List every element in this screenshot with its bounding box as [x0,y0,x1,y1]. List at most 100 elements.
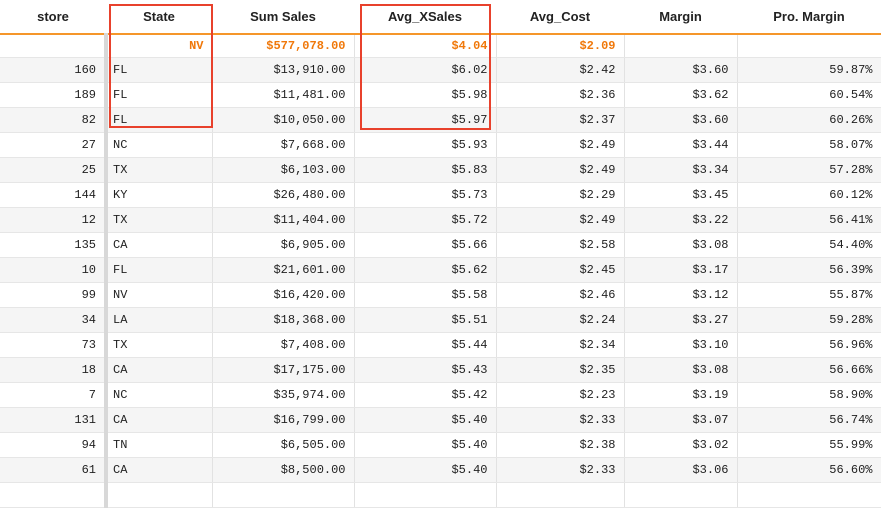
table-row[interactable]: 18 CA $17,175.00 $5.43 $2.35 $3.08 56.66% [0,357,881,383]
cell-store[interactable]: 25 [0,157,107,183]
cell-avg-xsales[interactable]: $5.40 [354,432,497,458]
cell-margin[interactable]: $3.06 [624,457,738,483]
cell-store[interactable]: 135 [0,232,107,258]
cell-store[interactable]: 34 [0,307,107,333]
cell-sum-sales[interactable]: $7,668.00 [212,132,355,158]
cell-store[interactable]: 82 [0,107,107,133]
cell-avg-cost[interactable]: $2.37 [496,107,625,133]
cell-state[interactable]: CA [104,232,213,258]
cell-store[interactable] [0,482,107,508]
column-header-avg-cost[interactable]: Avg_Cost [496,0,624,34]
cell-avg-xsales[interactable]: $5.43 [354,357,497,383]
table-row[interactable]: 99 NV $16,420.00 $5.58 $2.46 $3.12 55.87% [0,282,881,308]
cell-pro-margin[interactable]: 56.60% [737,457,881,483]
cell-avg-cost[interactable]: $2.24 [496,307,625,333]
cell-pro-margin[interactable]: 54.40% [737,232,881,258]
table-row[interactable]: 135 CA $6,905.00 $5.66 $2.58 $3.08 54.40% [0,232,881,258]
cell-state[interactable]: TX [104,207,213,233]
cell-avg-cost[interactable]: $2.45 [496,257,625,283]
cell-avg-cost[interactable]: $2.38 [496,432,625,458]
cell-margin[interactable]: $3.22 [624,207,738,233]
cell-pro-margin[interactable]: 56.66% [737,357,881,383]
cell-state[interactable]: FL [104,257,213,283]
cell-state[interactable]: FL [104,82,213,108]
column-header-sum-sales[interactable]: Sum Sales [212,0,354,34]
cell-store[interactable]: 73 [0,332,107,358]
cell-pro-margin[interactable]: 56.96% [737,332,881,358]
cell-margin[interactable]: $3.45 [624,182,738,208]
cell-margin[interactable]: $3.27 [624,307,738,333]
cell-sum-sales[interactable]: $16,799.00 [212,407,355,433]
table-row[interactable]: 94 TN $6,505.00 $5.40 $2.38 $3.02 55.99% [0,432,881,458]
cell-margin[interactable]: $3.44 [624,132,738,158]
cell-sum-sales[interactable]: $6,505.00 [212,432,355,458]
cell-store[interactable]: 160 [0,57,107,83]
cell-sum-sales[interactable]: $35,974.00 [212,382,355,408]
table-row[interactable]: 82 FL $10,050.00 $5.97 $2.37 $3.60 60.26% [0,107,881,133]
cell-pro-margin[interactable]: 60.54% [737,82,881,108]
column-header-state[interactable]: State [106,0,212,34]
cell-margin[interactable]: $3.19 [624,382,738,408]
cell-sum-sales[interactable] [212,482,355,508]
table-row[interactable]: 7 NC $35,974.00 $5.42 $2.23 $3.19 58.90% [0,382,881,408]
cell-sum-sales[interactable]: $26,480.00 [212,182,355,208]
cell-avg-xsales[interactable]: $5.51 [354,307,497,333]
cell-state[interactable]: KY [104,182,213,208]
cell-avg-cost[interactable]: $2.58 [496,232,625,258]
table-row[interactable]: 144 KY $26,480.00 $5.73 $2.29 $3.45 60.12% [0,182,881,208]
cell-store[interactable]: 131 [0,407,107,433]
cell-margin[interactable]: $3.62 [624,82,738,108]
cell-state[interactable]: TX [104,332,213,358]
table-row[interactable]: 73 TX $7,408.00 $5.44 $2.34 $3.10 56.96% [0,332,881,358]
cell-sum-sales[interactable]: $6,103.00 [212,157,355,183]
cell-state[interactable]: CA [104,357,213,383]
cell-state[interactable]: TN [104,432,213,458]
cell-state[interactable]: CA [104,457,213,483]
cell-pro-margin[interactable]: 58.90% [737,382,881,408]
cell-pro-margin[interactable]: 55.99% [737,432,881,458]
column-header-margin[interactable]: Margin [624,0,737,34]
cell-avg-xsales[interactable]: $5.62 [354,257,497,283]
cell-avg-xsales[interactable]: $5.83 [354,157,497,183]
cell-store[interactable]: 61 [0,457,107,483]
cell-avg-cost[interactable]: $2.49 [496,157,625,183]
table-row[interactable]: 61 CA $8,500.00 $5.40 $2.33 $3.06 56.60% [0,457,881,483]
cell-sum-sales[interactable]: $21,601.00 [212,257,355,283]
cell-state[interactable]: LA [104,307,213,333]
cell-pro-margin[interactable]: 55.87% [737,282,881,308]
cell-pro-margin[interactable]: 60.26% [737,107,881,133]
cell-sum-sales[interactable]: $13,910.00 [212,57,355,83]
cell-state[interactable]: CA [104,407,213,433]
cell-store[interactable]: 10 [0,257,107,283]
cell-store[interactable]: 144 [0,182,107,208]
column-header-avg-xsales[interactable]: Avg_XSales [354,0,496,34]
cell-sum-sales[interactable]: $11,404.00 [212,207,355,233]
cell-margin[interactable]: $3.12 [624,282,738,308]
cell-state[interactable]: TX [104,157,213,183]
cell-sum-sales[interactable]: $7,408.00 [212,332,355,358]
cell-avg-xsales[interactable]: $5.93 [354,132,497,158]
table-row[interactable]: 189 FL $11,481.00 $5.98 $2.36 $3.62 60.54% [0,82,881,108]
table-row[interactable]: 25 TX $6,103.00 $5.83 $2.49 $3.34 57.28% [0,157,881,183]
table-row[interactable]: 34 LA $18,368.00 $5.51 $2.24 $3.27 59.28% [0,307,881,333]
cell-pro-margin[interactable] [737,482,881,508]
table-row[interactable]: 10 FL $21,601.00 $5.62 $2.45 $3.17 56.39% [0,257,881,283]
cell-avg-cost[interactable]: $2.35 [496,357,625,383]
cell-store[interactable]: 94 [0,432,107,458]
cell-avg-xsales[interactable]: $5.73 [354,182,497,208]
cell-sum-sales[interactable]: $11,481.00 [212,82,355,108]
cell-avg-cost[interactable]: $2.49 [496,132,625,158]
cell-store[interactable]: 189 [0,82,107,108]
cell-store[interactable]: 7 [0,382,107,408]
cell-pro-margin[interactable]: 57.28% [737,157,881,183]
cell-store[interactable]: 27 [0,132,107,158]
table-row[interactable]: 160 FL $13,910.00 $6.02 $2.42 $3.60 59.87% [0,57,881,83]
cell-avg-xsales[interactable]: $5.40 [354,457,497,483]
table-row[interactable]: 27 NC $7,668.00 $5.93 $2.49 $3.44 58.07% [0,132,881,158]
cell-avg-cost[interactable]: $2.36 [496,82,625,108]
cell-avg-xsales[interactable] [354,482,497,508]
cell-pro-margin[interactable]: 56.41% [737,207,881,233]
cell-avg-cost[interactable] [496,482,625,508]
cell-avg-cost[interactable]: $2.34 [496,332,625,358]
cell-store[interactable]: 12 [0,207,107,233]
